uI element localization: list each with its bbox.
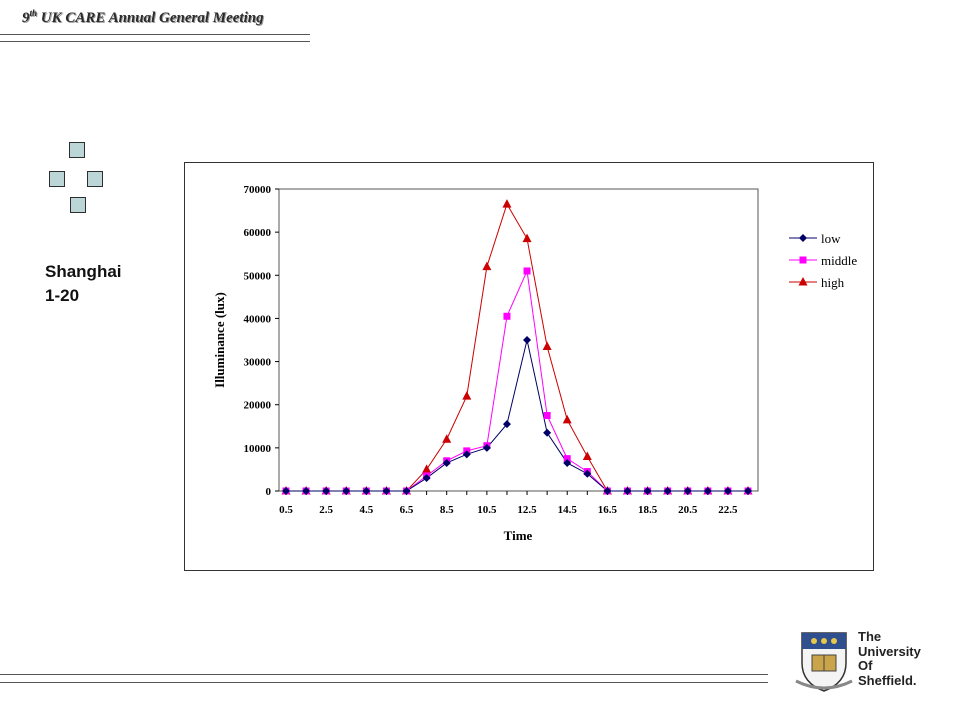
data-point-low — [342, 487, 351, 495]
data-point-middle — [563, 455, 571, 463]
data-point-low — [502, 420, 511, 429]
university-logo-text: The University Of Sheffield. — [858, 629, 921, 688]
x-tick-label: 2.5 — [319, 504, 333, 516]
plot-area — [278, 188, 759, 492]
footer-rule-bottom — [0, 682, 768, 683]
data-point-low — [523, 336, 532, 344]
data-point-low — [603, 487, 612, 495]
legend-label-middle: middle — [821, 253, 857, 268]
x-tick-label: 10.5 — [477, 504, 497, 516]
data-point-low — [302, 487, 311, 495]
data-point-low — [482, 443, 491, 452]
data-point-low — [543, 428, 552, 437]
data-point-high — [562, 414, 572, 424]
y-axis-title: Illuminance (lux) — [212, 292, 227, 388]
legend-marker-high — [798, 277, 808, 286]
data-point-low — [744, 487, 752, 495]
ordinal-suffix: th — [29, 8, 38, 18]
data-point-high — [502, 199, 512, 208]
data-point-low — [422, 474, 431, 483]
data-point-low — [683, 487, 692, 495]
x-tick-label: 8.5 — [440, 504, 454, 516]
x-axis-title: Time — [504, 528, 533, 543]
data-point-low — [462, 450, 471, 459]
ordinal-number: 9 — [22, 10, 30, 26]
y-tick-label: 10000 — [244, 443, 272, 455]
data-point-middle — [523, 267, 531, 275]
decor-square-bottom — [70, 197, 86, 213]
location-code: 1-20 — [45, 286, 80, 305]
data-point-high — [462, 391, 472, 400]
data-point-low — [703, 487, 712, 495]
legend-label-high: high — [821, 275, 845, 290]
y-tick-label: 30000 — [244, 357, 272, 369]
y-tick-label: 60000 — [244, 227, 272, 239]
legend-marker-low — [799, 234, 807, 242]
x-tick-label: 4.5 — [359, 504, 373, 516]
decor-square-left — [49, 171, 65, 187]
y-tick-label: 0 — [266, 486, 272, 498]
data-point-middle — [503, 312, 511, 320]
y-tick-label: 20000 — [244, 400, 272, 412]
data-point-low — [663, 487, 672, 495]
header-rule-top — [0, 34, 310, 35]
decor-square-top — [69, 142, 85, 158]
data-point-low — [623, 487, 632, 495]
university-crest-icon — [795, 632, 853, 692]
data-point-low — [723, 487, 732, 495]
y-tick-label: 40000 — [244, 313, 272, 325]
data-point-low — [442, 458, 451, 467]
meeting-title: 9th UK CARE Annual General Meeting — [22, 8, 264, 27]
data-point-middle — [543, 412, 551, 419]
y-tick-label: 50000 — [244, 270, 272, 282]
legend-marker-middle — [799, 256, 807, 264]
x-tick-label: 12.5 — [517, 504, 537, 516]
data-point-low — [583, 469, 592, 478]
chart-frame: 0 10000 20000 30000 40000 50000 60000 70000 0.5… — [184, 162, 874, 571]
data-point-low — [282, 487, 290, 495]
illuminance-chart: 0 10000 20000 30000 40000 50000 60000 70000 0.5… — [212, 184, 857, 543]
data-point-low — [402, 487, 411, 495]
data-point-low — [362, 487, 371, 495]
x-tick-label: 16.5 — [598, 504, 618, 516]
footer-rule-top — [0, 674, 768, 675]
location-city: Shanghai — [45, 262, 122, 281]
data-point-low — [322, 487, 331, 495]
data-point-high — [542, 341, 552, 350]
data-point-high — [482, 261, 492, 271]
x-tick-label: 14.5 — [558, 504, 578, 516]
x-tick-label: 0.5 — [279, 504, 293, 516]
legend-label-low: low — [821, 231, 841, 246]
x-tick-label: 6.5 — [400, 504, 414, 516]
data-point-high — [442, 434, 452, 443]
x-tick-label: 18.5 — [638, 504, 658, 516]
data-point-low — [643, 487, 652, 495]
x-tick-label: 22.5 — [718, 504, 738, 516]
header-rule-bottom — [0, 41, 310, 42]
y-tick-label: 70000 — [244, 184, 272, 196]
data-point-high — [422, 464, 432, 473]
decor-square-right — [87, 171, 103, 187]
data-point-low — [382, 487, 391, 495]
data-point-low — [563, 458, 572, 467]
x-tick-label: 20.5 — [678, 504, 698, 516]
data-point-high — [522, 233, 532, 243]
data-point-high — [582, 451, 592, 460]
location-label: Shanghai 1-20 — [45, 260, 122, 308]
meeting-title-text: UK CARE Annual General Meeting — [40, 10, 264, 26]
